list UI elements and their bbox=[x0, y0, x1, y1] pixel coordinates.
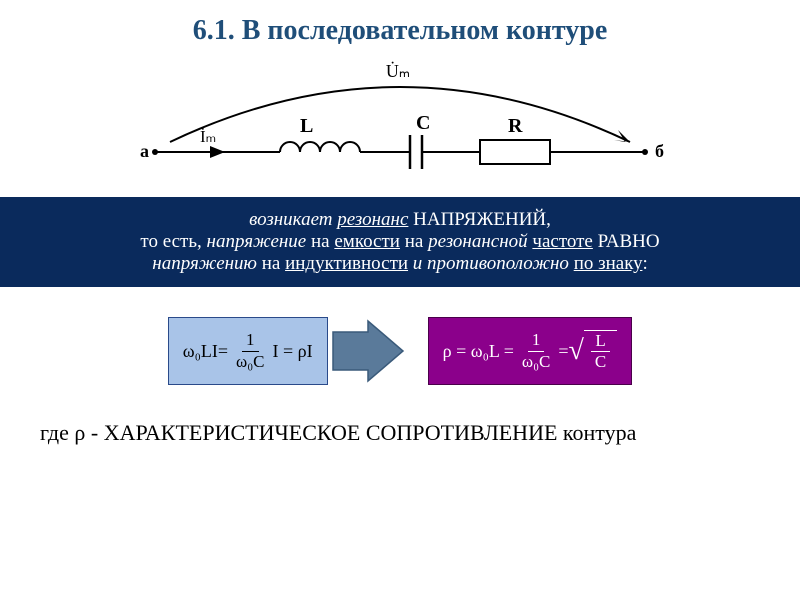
radical-icon: √ bbox=[569, 337, 584, 365]
banner-line-2: то есть, напряжение на емкости на резона… bbox=[20, 231, 780, 253]
arrow-icon bbox=[328, 318, 408, 384]
denominator: ω₀C bbox=[232, 352, 268, 372]
banner-text: РАВНО bbox=[593, 231, 660, 252]
banner-text: и bbox=[408, 253, 427, 274]
im-label: İₘ bbox=[200, 127, 216, 146]
voltage-arc bbox=[170, 87, 630, 142]
formula-box-2: ρ = ω₀L = 1 ω₀C = √ L C bbox=[428, 317, 633, 385]
fraction: 1 ω₀C bbox=[518, 330, 554, 372]
current-arrow bbox=[210, 146, 225, 158]
denominator: C bbox=[591, 352, 610, 372]
denominator: ω₀C bbox=[518, 352, 554, 372]
circuit-diagram: U̇ₘ а İₘ L C R б bbox=[120, 57, 680, 187]
inductor-icon bbox=[280, 142, 360, 152]
banner-text: то есть, bbox=[140, 231, 206, 252]
banner-text: индуктивности bbox=[285, 253, 408, 274]
c-label: C bbox=[416, 112, 430, 134]
definition-text: где ρ - ХАРАКТЕРИСТИЧЕСКОЕ СОПРОТИВЛЕНИЕ… bbox=[0, 410, 800, 456]
text: - ХАРАКТЕРИСТИЧЕСКОЕ СОПРОТИВЛЕНИЕ конту… bbox=[85, 420, 636, 445]
terminal-a bbox=[152, 149, 158, 155]
resonance-banner: возникает резонанс НАПРЯЖЕНИЙ, то есть, … bbox=[0, 197, 800, 287]
banner-text: на bbox=[400, 231, 428, 252]
formula-text: = bbox=[218, 341, 228, 362]
banner-text: на bbox=[257, 253, 285, 274]
page-title: 6.1. В последовательном контуре bbox=[0, 0, 800, 57]
terminal-b bbox=[642, 149, 648, 155]
banner-text: частоте bbox=[532, 231, 592, 252]
banner-line-1: возникает резонанс НАПРЯЖЕНИЙ, bbox=[20, 209, 780, 231]
banner-text: противоположно bbox=[427, 253, 569, 274]
formula-text: = bbox=[558, 341, 568, 362]
banner-text: : bbox=[642, 253, 647, 274]
formula-text: I = ρI bbox=[273, 341, 313, 362]
um-label: U̇ₘ bbox=[386, 60, 410, 81]
banner-text: емкости bbox=[334, 231, 400, 252]
numerator: 1 bbox=[528, 330, 545, 351]
r-label: R bbox=[508, 115, 523, 137]
banner-text: напряжению bbox=[152, 253, 257, 274]
terminal-a-label: а bbox=[140, 141, 149, 161]
banner-text: НАПРЯЖЕНИЙ, bbox=[408, 209, 551, 230]
text: где bbox=[40, 420, 74, 445]
resistor-icon bbox=[480, 140, 550, 164]
sqrt: √ L C bbox=[569, 330, 618, 373]
banner-text: на bbox=[306, 231, 334, 252]
rho-symbol: ρ bbox=[74, 420, 85, 445]
formula-box-1: ω₀LI = 1 ω₀C I = ρI bbox=[168, 317, 328, 385]
formula-text: ω₀LI bbox=[183, 341, 218, 362]
fraction: 1 ω₀C bbox=[232, 330, 268, 372]
banner-text: по знаку bbox=[574, 253, 643, 274]
banner-line-3: напряжению на индуктивности и противопол… bbox=[20, 253, 780, 275]
formula-text: ρ = ω₀L = bbox=[443, 341, 514, 362]
banner-text: резонансной bbox=[428, 231, 528, 252]
banner-text: возникает bbox=[249, 209, 337, 230]
formula-row: ω₀LI = 1 ω₀C I = ρI ρ = ω₀L = 1 ω₀C = √ … bbox=[0, 317, 800, 385]
banner-text: напряжение bbox=[207, 231, 307, 252]
numerator: 1 bbox=[242, 330, 259, 351]
banner-text: резонанс bbox=[337, 209, 408, 230]
numerator: L bbox=[591, 331, 609, 352]
l-label: L bbox=[300, 115, 313, 137]
terminal-b-label: б bbox=[655, 141, 664, 161]
fraction: L C bbox=[591, 331, 610, 373]
